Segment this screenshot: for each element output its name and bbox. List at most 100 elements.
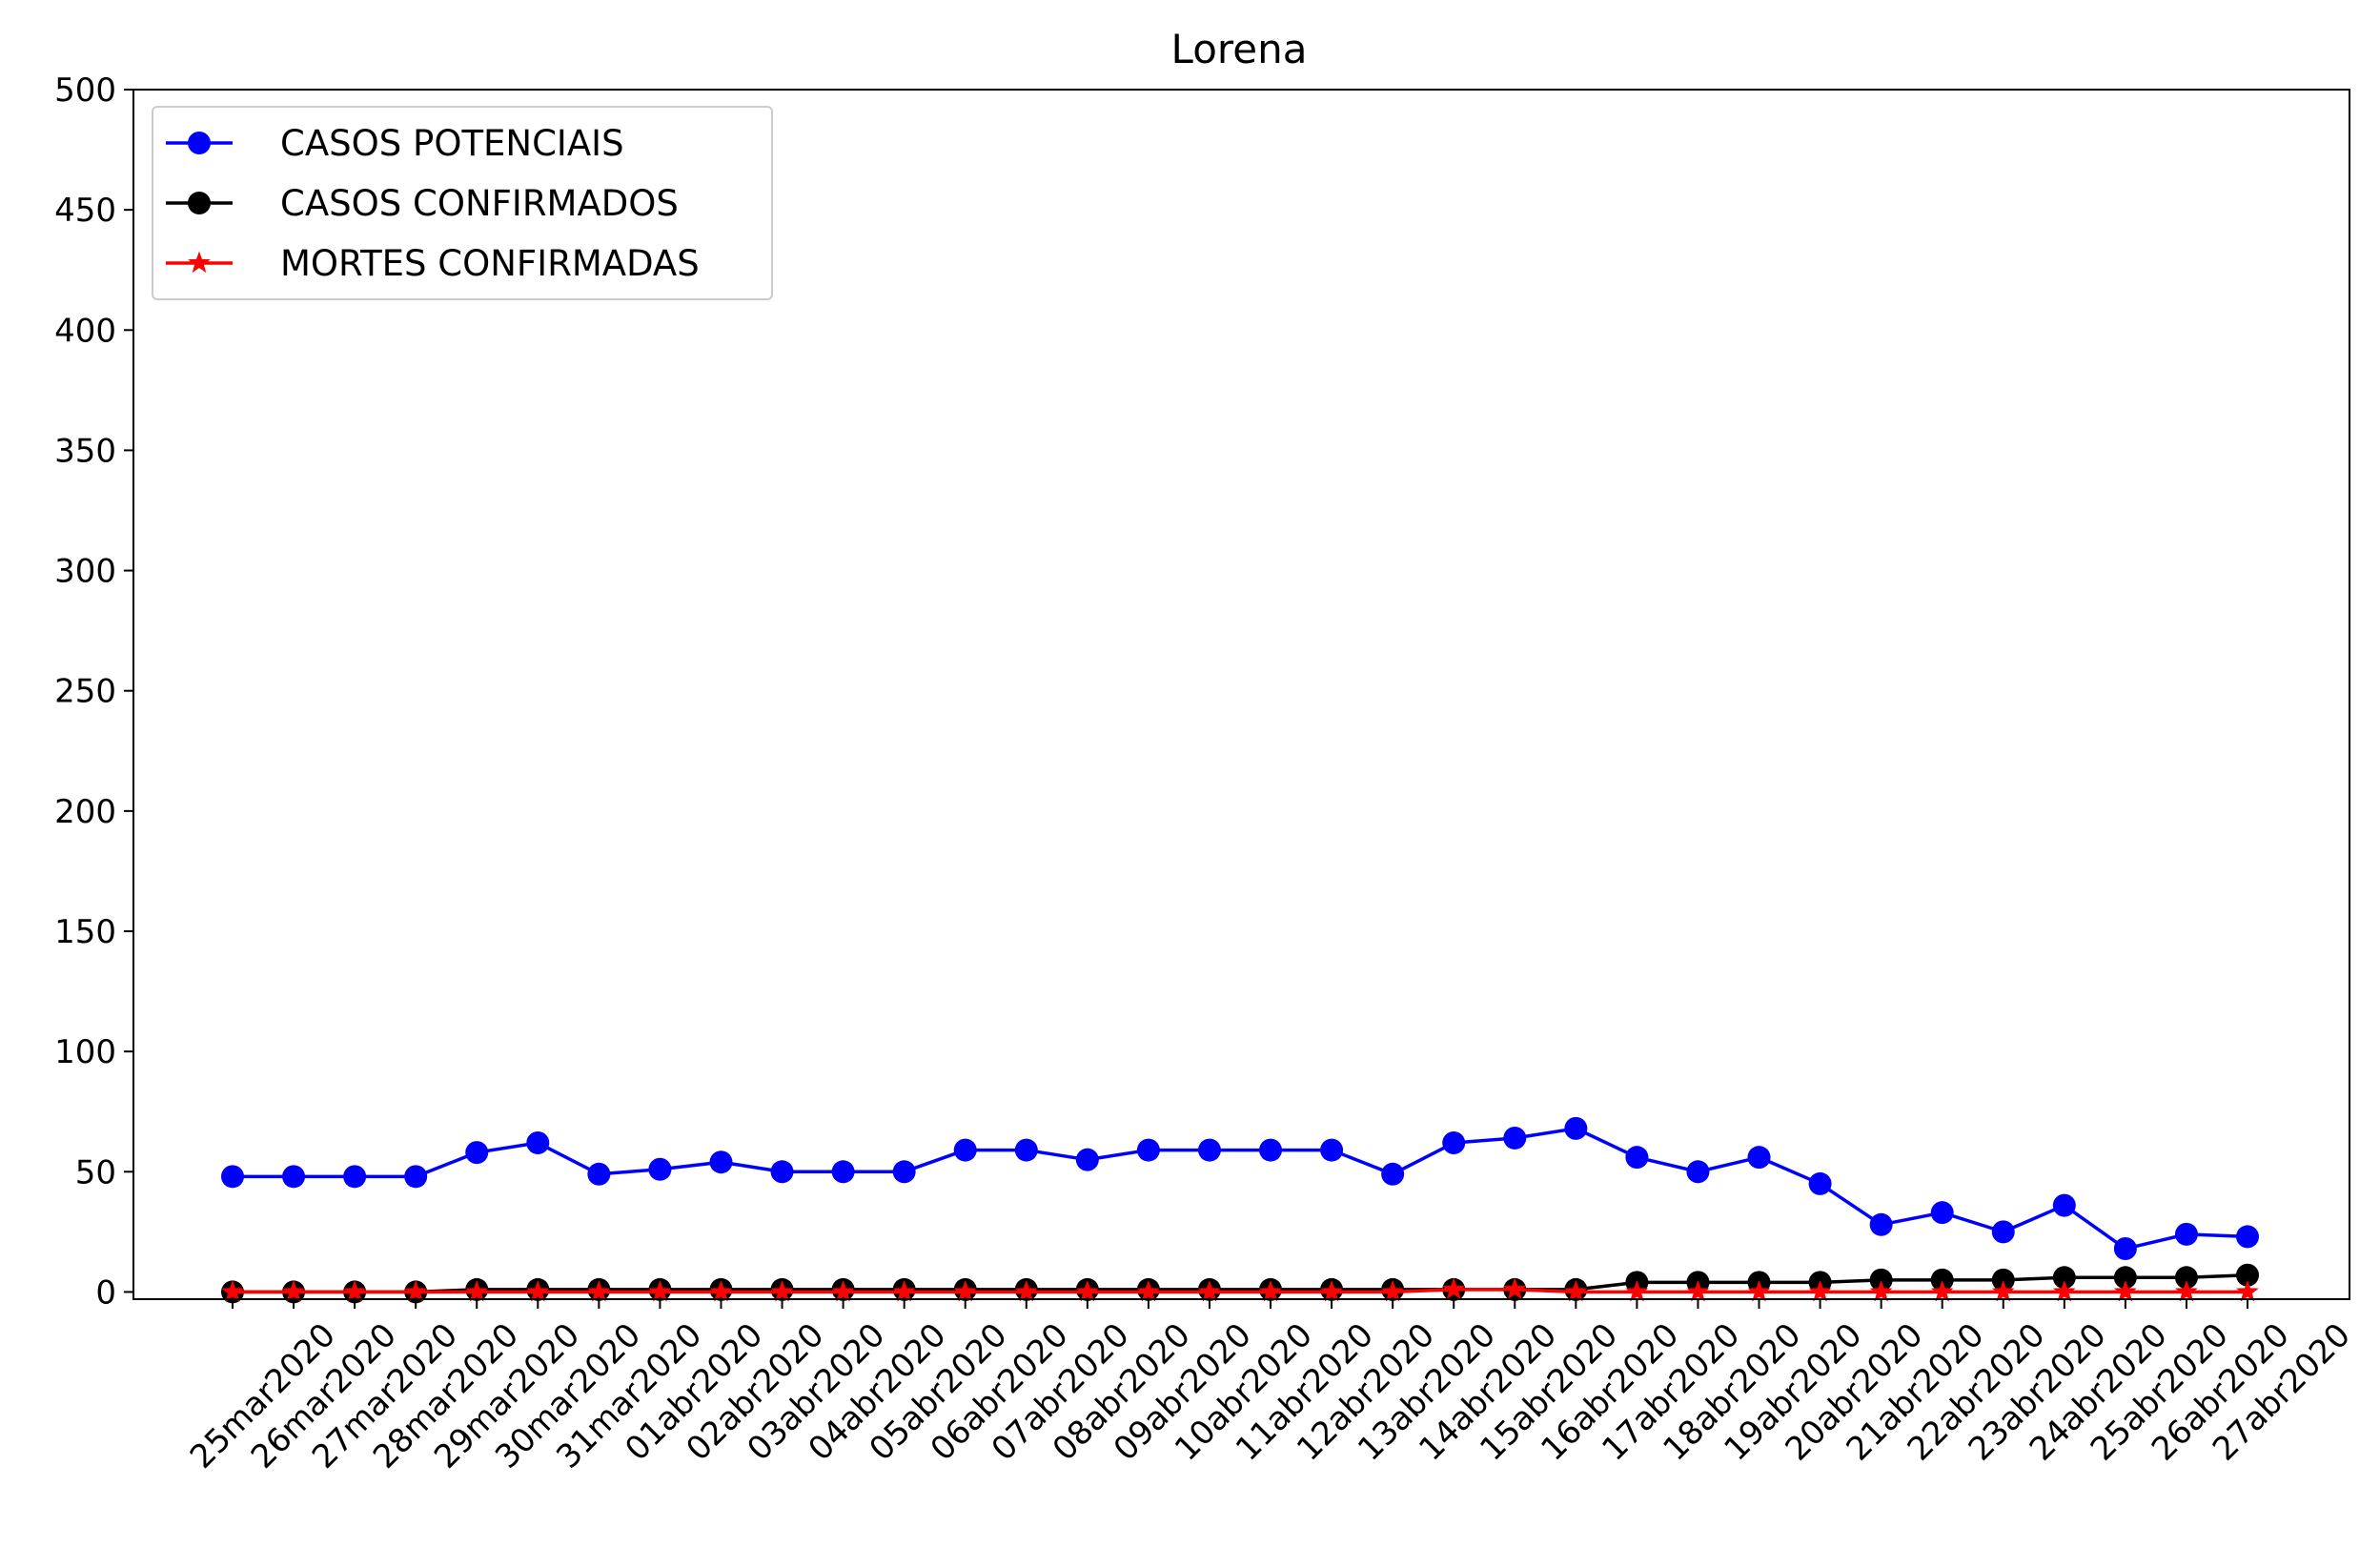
data-point (2114, 1279, 2137, 1302)
plot-frame (132, 89, 2350, 1300)
data-point (1808, 1279, 1832, 1302)
series-1 (221, 1116, 2259, 1261)
data-point (1320, 1279, 1343, 1302)
data-point (1014, 1138, 1038, 1162)
data-point (343, 1279, 366, 1302)
legend: CASOS POTENCIAIS CASOS CONFIRMADOS MORTES … (152, 106, 773, 300)
data-point (1197, 1138, 1221, 1162)
y-tick-label: 250 (54, 673, 116, 711)
data-point (1014, 1279, 1038, 1302)
data-point (1869, 1268, 1893, 1292)
data-point (1381, 1279, 1405, 1302)
y-tick-label: 200 (54, 793, 116, 831)
data-point (465, 1141, 489, 1165)
data-point (1564, 1116, 1588, 1140)
y-tick-label: 350 (54, 432, 116, 470)
data-point (648, 1157, 672, 1181)
data-point (404, 1165, 428, 1189)
data-point (709, 1150, 733, 1174)
data-point (1503, 1126, 1527, 1150)
data-point (1442, 1131, 1466, 1155)
legend-marker (188, 251, 211, 274)
data-point (221, 1279, 244, 1302)
legend-label: CASOS CONFIRMADOS (280, 183, 679, 224)
data-point (587, 1162, 611, 1186)
data-point (1564, 1279, 1588, 1302)
legend-label: MORTES CONFIRMADAS (280, 243, 700, 284)
series-3 (221, 1277, 2259, 1302)
data-point (1137, 1279, 1160, 1302)
y-tick-label: 150 (54, 913, 116, 951)
data-point (1991, 1268, 2015, 1292)
y-tick-label: 100 (54, 1033, 116, 1071)
legend-marker (188, 132, 211, 154)
data-point (892, 1160, 916, 1184)
series-layer (221, 1116, 2259, 1304)
data-point (343, 1165, 367, 1189)
data-point (1686, 1160, 1710, 1184)
data-point (465, 1279, 489, 1302)
data-point (2052, 1279, 2076, 1302)
y-tick-label: 400 (54, 312, 116, 350)
data-point (953, 1138, 977, 1162)
data-point (526, 1279, 550, 1302)
data-point (1747, 1146, 1771, 1170)
data-point (1259, 1279, 1282, 1302)
y-tick-label: 50 (75, 1153, 116, 1191)
data-point (2052, 1266, 2076, 1290)
data-point (770, 1279, 794, 1302)
series-line (233, 1273, 2248, 1294)
data-point (953, 1279, 977, 1302)
series-line (233, 1288, 2248, 1294)
data-point (831, 1279, 855, 1302)
data-point (1930, 1279, 1954, 1302)
data-point (831, 1160, 855, 1184)
data-point (1320, 1138, 1344, 1162)
y-tick-label: 450 (54, 192, 116, 230)
data-point (2113, 1266, 2137, 1290)
y-tick-label: 0 (95, 1273, 116, 1312)
data-point (526, 1131, 550, 1155)
series-line (233, 1127, 2248, 1251)
data-point (282, 1165, 306, 1189)
series-2 (221, 1263, 2259, 1304)
data-point (1930, 1268, 1954, 1292)
data-point (1381, 1162, 1405, 1186)
data-point (1075, 1279, 1099, 1302)
data-point (2236, 1225, 2259, 1249)
data-point (1991, 1220, 2015, 1244)
legend-item: CASOS POTENCIAIS (166, 123, 624, 164)
data-point (1503, 1277, 1527, 1300)
data-point (1136, 1138, 1160, 1162)
data-point (1808, 1171, 1832, 1195)
legend-label: CASOS POTENCIAIS (280, 123, 624, 164)
data-point (1075, 1148, 1099, 1171)
y-tick-label: 300 (54, 553, 116, 591)
data-point (2052, 1193, 2076, 1217)
data-point (282, 1279, 305, 1302)
data-point (770, 1160, 794, 1184)
data-point (2113, 1237, 2137, 1261)
data-point (2174, 1266, 2198, 1290)
data-point (1869, 1212, 1893, 1236)
data-point (1442, 1277, 1466, 1300)
data-point (1991, 1279, 2015, 1302)
legend-box (152, 106, 773, 300)
data-point (1259, 1138, 1283, 1162)
chart-title: Lorena (1171, 26, 1308, 72)
legend-item: CASOS CONFIRMADOS (166, 183, 679, 224)
data-point (892, 1279, 916, 1302)
legend-item: MORTES CONFIRMADAS (166, 243, 700, 284)
data-point (404, 1279, 428, 1302)
data-point (1625, 1279, 1649, 1302)
data-point (1198, 1279, 1221, 1302)
data-point (1747, 1279, 1771, 1302)
data-point (648, 1279, 672, 1302)
data-point (2174, 1222, 2198, 1246)
data-point (2236, 1263, 2259, 1287)
data-point (221, 1165, 244, 1189)
data-point (709, 1279, 733, 1302)
data-point (2236, 1279, 2259, 1302)
data-point (1625, 1146, 1649, 1170)
